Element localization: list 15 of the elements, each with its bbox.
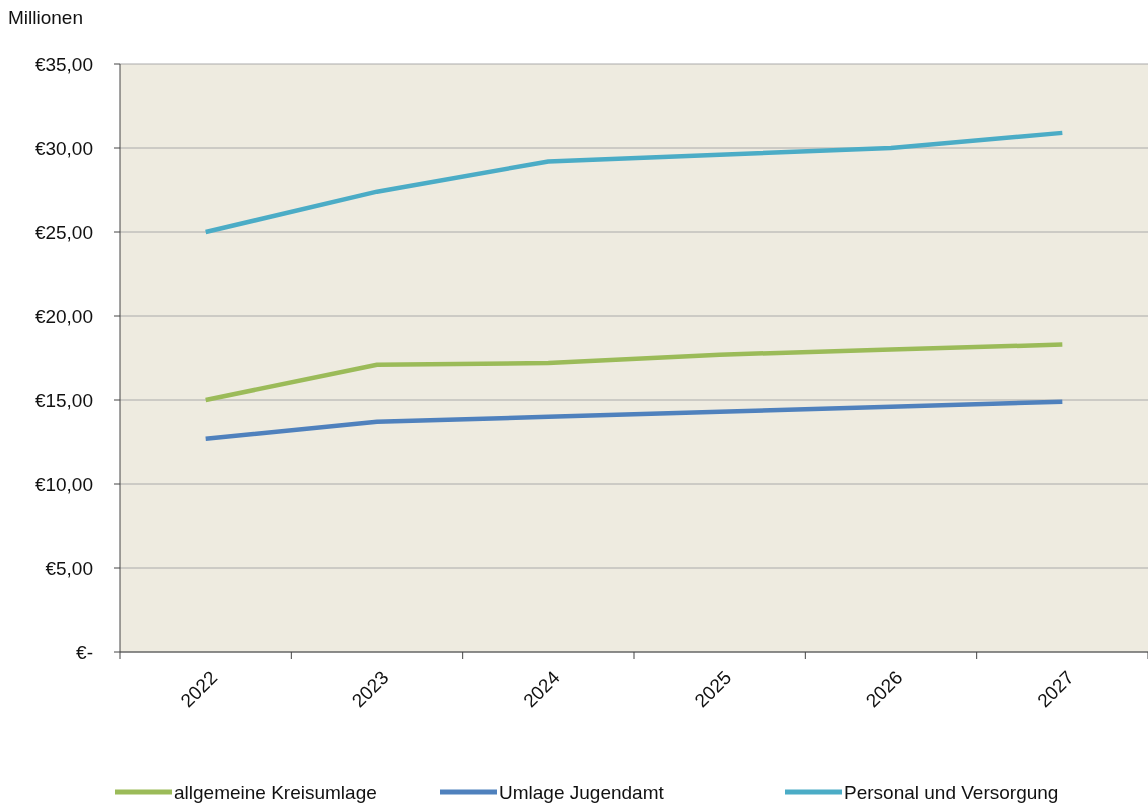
y-tick-label: €30,00 [34,137,93,159]
line-series [203,342,1065,403]
y-tick-label: €20,00 [34,305,93,327]
y-tick-label: €5,00 [45,557,93,579]
line-series [203,399,1065,441]
y-tick-label: €- [76,641,93,663]
legend-label: allgemeine Kreisumlage [174,781,377,803]
y-axis-title: Millionen [8,7,83,28]
legend-label: Personal und Versorgung [844,781,1059,803]
line-series [203,130,1065,235]
y-tick-label: €35,00 [34,53,93,75]
y-tick-label: €25,00 [34,221,93,243]
y-tick-label: €10,00 [34,473,93,495]
y-tick-label: €15,00 [34,389,93,411]
legend-label: Umlage Jugendamt [499,781,665,803]
